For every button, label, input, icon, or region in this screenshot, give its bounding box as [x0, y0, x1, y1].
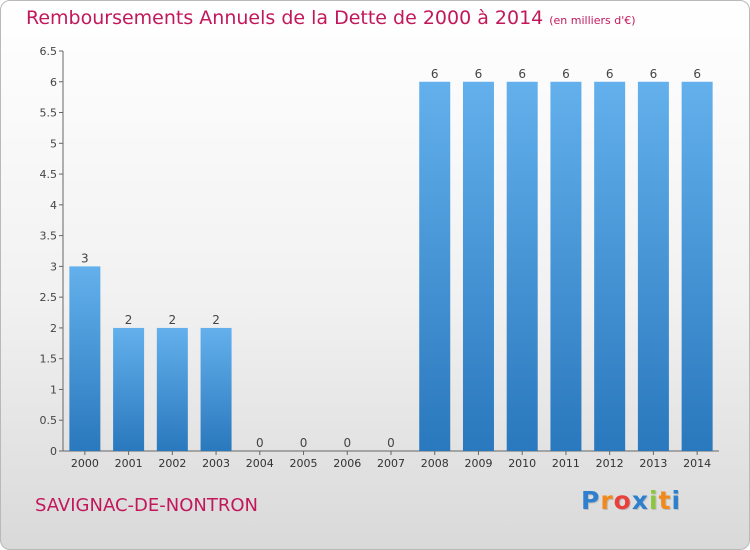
- logo-letter: P: [581, 486, 601, 515]
- y-tick-label: 5: [50, 137, 57, 150]
- logo-letter: t: [658, 486, 672, 515]
- data-label: 6: [650, 67, 658, 81]
- x-tick-label: 2008: [421, 457, 449, 470]
- x-tick-label: 2006: [333, 457, 361, 470]
- x-tick-label: 2011: [552, 457, 580, 470]
- chart-title: Remboursements Annuels de la Dette de 20…: [26, 7, 636, 29]
- data-label: 6: [518, 67, 526, 81]
- y-tick-label: 1.5: [40, 353, 58, 366]
- y-tick-label: 4.5: [40, 168, 58, 181]
- bar-2000: [69, 266, 101, 451]
- y-tick-label: 6: [50, 76, 57, 89]
- x-tick-label: 2007: [377, 457, 405, 470]
- data-label: 0: [387, 436, 395, 450]
- y-tick-label: 1: [50, 383, 57, 396]
- x-tick-label: 2000: [71, 457, 99, 470]
- data-label: 0: [256, 436, 264, 450]
- data-label: 0: [300, 436, 308, 450]
- bar-2011: [550, 81, 582, 452]
- bar-2014: [681, 81, 713, 452]
- y-tick-label: 0.5: [40, 414, 58, 427]
- bar-2008: [419, 81, 451, 452]
- logo-letter: i: [671, 486, 682, 515]
- chart-title-text: Remboursements Annuels de la Dette de 20…: [26, 7, 544, 29]
- data-label: 6: [475, 67, 483, 81]
- data-label: 2: [212, 313, 220, 327]
- x-tick-label: 2012: [596, 457, 624, 470]
- data-label: 0: [343, 436, 351, 450]
- x-tick-label: 2014: [683, 457, 711, 470]
- logo-letter: x: [631, 486, 649, 515]
- chart-unit: (en milliers d'€): [549, 14, 636, 27]
- x-tick-label: 2004: [246, 457, 274, 470]
- y-tick-label: 0: [50, 445, 57, 458]
- x-tick-label: 2001: [115, 457, 143, 470]
- logo-letter: i: [649, 486, 659, 515]
- bar-2012: [594, 81, 626, 452]
- x-tick-label: 2003: [202, 457, 230, 470]
- data-label: 6: [431, 67, 439, 81]
- x-tick-label: 2005: [290, 457, 318, 470]
- bars: 3 2 2 2 0 0 0 0 6 6 6 6 6 6 6: [69, 67, 713, 452]
- x-tick-label: 2013: [639, 457, 667, 470]
- data-label: 6: [693, 67, 701, 81]
- bar-2003: [200, 327, 232, 451]
- data-label: 2: [125, 313, 133, 327]
- logo-letter: r: [600, 486, 614, 515]
- y-tick-label: 5.5: [40, 107, 58, 120]
- commune-name: SAVIGNAC-DE-NONTRON: [35, 495, 258, 516]
- y-tick-label: 2: [50, 322, 57, 335]
- y-tick-label: 3.5: [40, 230, 58, 243]
- data-label: 3: [81, 251, 89, 265]
- data-label: 6: [562, 67, 570, 81]
- x-tick-label: 2009: [464, 457, 492, 470]
- bar-2013: [637, 81, 669, 452]
- logo-letter: o: [613, 486, 632, 515]
- bar-2010: [506, 81, 538, 452]
- y-tick-label: 3: [50, 260, 57, 273]
- data-label: 2: [169, 313, 177, 327]
- y-tick-label: 4: [50, 199, 57, 212]
- bar-2009: [462, 81, 494, 452]
- data-label: 6: [606, 67, 614, 81]
- proxiti-logo: Proxiti: [581, 486, 681, 515]
- x-tick-label: 2002: [158, 457, 186, 470]
- x-tick-label: 2010: [508, 457, 536, 470]
- y-tick-label: 6.5: [40, 45, 58, 58]
- bar-2002: [156, 327, 188, 451]
- bar-2001: [113, 327, 145, 451]
- y-tick-label: 2.5: [40, 291, 58, 304]
